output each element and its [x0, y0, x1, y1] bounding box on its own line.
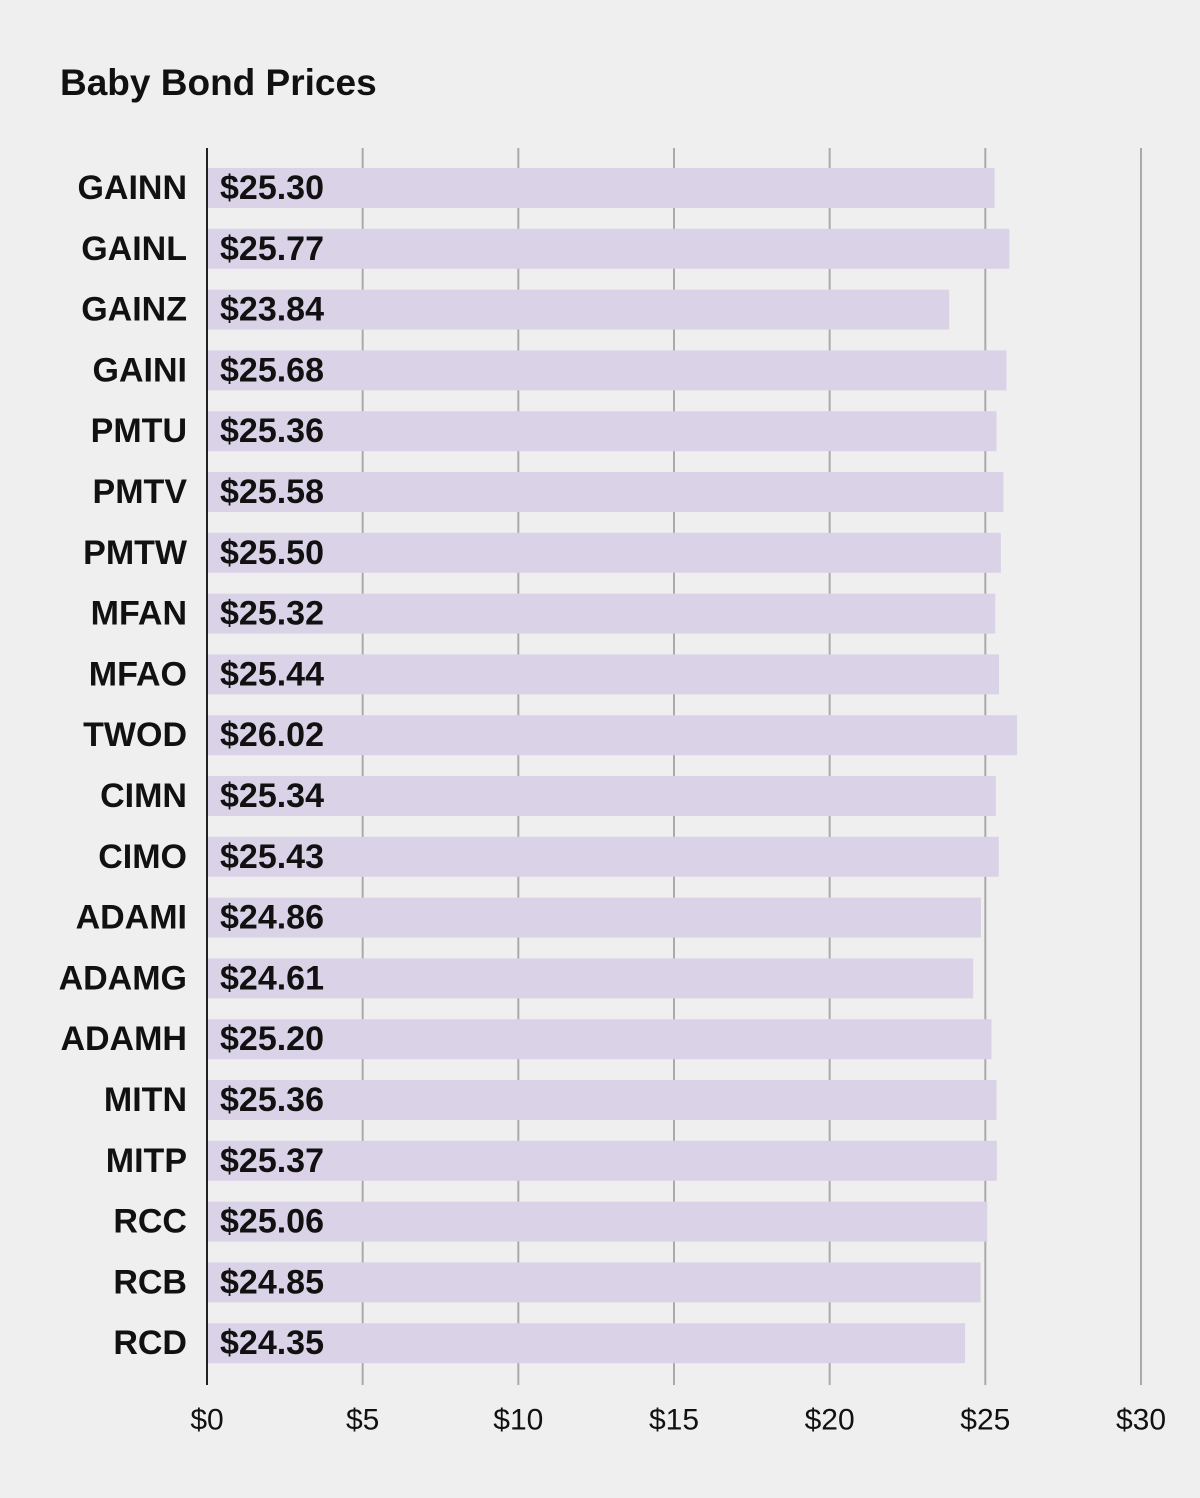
tick-label: $30	[1116, 1404, 1166, 1437]
category-label: GAINI	[93, 351, 187, 389]
bar	[207, 958, 974, 999]
category-label: PMTW	[83, 534, 188, 572]
bar	[207, 289, 950, 330]
bar	[207, 897, 981, 938]
tick-label: $5	[346, 1404, 379, 1437]
bar	[207, 228, 1010, 269]
value-label: $25.77	[220, 230, 324, 268]
value-label: $25.58	[220, 473, 324, 511]
bar	[207, 1323, 966, 1364]
category-label: ADAMH	[60, 1020, 187, 1058]
bar	[207, 1201, 988, 1242]
value-label: $25.20	[220, 1020, 324, 1058]
bar	[207, 472, 1004, 512]
value-label: $25.37	[220, 1142, 324, 1180]
value-label: $24.86	[220, 899, 324, 937]
bar	[207, 836, 999, 877]
tick-label: $15	[649, 1404, 699, 1437]
category-label: RCC	[113, 1203, 187, 1241]
value-label: $25.43	[220, 838, 324, 876]
value-label: $26.02	[220, 716, 324, 754]
category-label: ADAMG	[59, 959, 187, 997]
category-label: MITN	[104, 1081, 187, 1119]
category-label: PMTU	[91, 412, 187, 450]
category-label: TWOD	[83, 716, 187, 754]
tick-label: $20	[805, 1404, 855, 1437]
tick-label: $10	[493, 1404, 543, 1437]
category-label: RCD	[113, 1324, 187, 1362]
chart-title: Baby Bond Prices	[60, 62, 377, 103]
value-label: $25.34	[220, 777, 324, 815]
value-label: $25.06	[220, 1203, 324, 1241]
value-label: $24.85	[220, 1263, 324, 1301]
category-label: RCB	[113, 1263, 187, 1301]
value-label: $25.68	[220, 351, 324, 389]
value-label: $25.36	[220, 412, 324, 450]
bar	[207, 532, 1001, 573]
category-label: MFAO	[89, 655, 187, 693]
value-label: $25.44	[220, 655, 324, 693]
bar	[207, 1019, 992, 1060]
value-label: $24.61	[220, 959, 324, 997]
bar	[207, 168, 995, 208]
bar	[207, 593, 996, 634]
category-label: CIMO	[98, 838, 187, 876]
category-label: MFAN	[91, 595, 187, 633]
value-label: $25.36	[220, 1081, 324, 1119]
bar	[207, 776, 996, 816]
value-label: $25.32	[220, 595, 324, 633]
category-label: MITP	[106, 1142, 187, 1180]
bar	[207, 350, 1007, 391]
category-label: CIMN	[100, 777, 187, 815]
category-label: ADAMI	[76, 899, 187, 937]
bar	[207, 411, 997, 452]
bar	[207, 715, 1018, 756]
bar	[207, 1262, 981, 1303]
category-label: PMTV	[93, 473, 188, 511]
value-label: $25.30	[220, 169, 324, 207]
value-label: $23.84	[220, 291, 324, 329]
bar	[207, 1140, 997, 1181]
category-label: GAINL	[81, 230, 187, 268]
bar	[207, 1080, 997, 1120]
bar	[207, 654, 1000, 695]
tick-label: $0	[190, 1404, 223, 1437]
value-label: $25.50	[220, 534, 324, 572]
tick-label: $25	[960, 1404, 1010, 1437]
category-label: GAINN	[77, 169, 187, 207]
value-label: $24.35	[220, 1324, 324, 1362]
category-label: GAINZ	[81, 291, 187, 329]
